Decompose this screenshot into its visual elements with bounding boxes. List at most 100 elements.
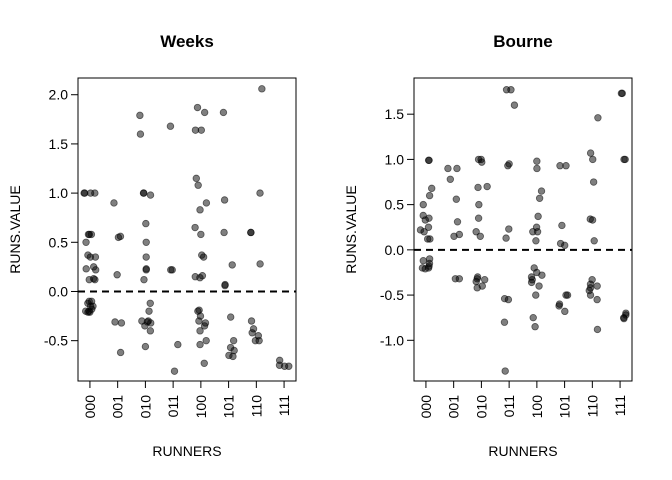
- plot-frame: [413, 77, 633, 382]
- y-tick-label: 0.5: [49, 234, 69, 250]
- y-tick-label: -0.5: [44, 333, 68, 349]
- data-point: [424, 223, 433, 231]
- x-tick-label: 011: [165, 395, 181, 418]
- data-point: [195, 317, 203, 325]
- data-point: [428, 184, 436, 193]
- data-point: [510, 101, 519, 109]
- data-point: [500, 318, 509, 326]
- data-point: [535, 194, 544, 202]
- data-point: [113, 271, 121, 279]
- data-point: [146, 299, 154, 307]
- data-point: [529, 313, 537, 322]
- data-point: [200, 322, 209, 330]
- data-point: [480, 275, 489, 284]
- data-point: [532, 291, 540, 299]
- data-point: [590, 237, 598, 245]
- data-point: [174, 340, 182, 349]
- data-point: [588, 216, 597, 224]
- data-point: [142, 219, 150, 228]
- data-point: [533, 164, 541, 173]
- data-point: [227, 313, 235, 321]
- data-point: [91, 253, 100, 261]
- data-point: [533, 157, 541, 165]
- data-point: [141, 322, 149, 330]
- data-point: [248, 329, 256, 337]
- x-tick-label: 110: [248, 395, 264, 418]
- data-point: [473, 284, 481, 292]
- data-point: [444, 164, 452, 173]
- data-point: [452, 195, 461, 203]
- y-tick-label: 0.5: [385, 197, 405, 213]
- y-tick-label: 1.0: [385, 151, 405, 167]
- data-point: [280, 362, 289, 370]
- x-tick-label: 111: [612, 395, 628, 416]
- chart-title: Bourne: [493, 32, 553, 51]
- y-tick-label: -1.0: [380, 332, 404, 348]
- data-point: [556, 162, 564, 170]
- data-point: [136, 130, 145, 138]
- data-point: [117, 319, 126, 327]
- data-point: [147, 319, 155, 327]
- data-point: [140, 275, 148, 284]
- y-tick-label: 2.0: [49, 87, 69, 103]
- data-point: [141, 342, 150, 351]
- data-point: [170, 367, 179, 375]
- data-point: [167, 266, 175, 274]
- data-point: [472, 277, 480, 286]
- data-point: [196, 340, 204, 349]
- x-tick-label: 011: [501, 395, 517, 418]
- data-point: [86, 189, 95, 197]
- data-point: [220, 228, 228, 237]
- data-point: [534, 212, 542, 221]
- data-point: [593, 295, 601, 304]
- data-point: [529, 228, 537, 236]
- data-point: [476, 232, 484, 240]
- data-point: [87, 230, 96, 239]
- data-point: [247, 317, 256, 325]
- data-point: [191, 126, 200, 134]
- data-point: [142, 253, 150, 261]
- data-point: [202, 199, 211, 207]
- x-tick-label: 010: [137, 395, 153, 419]
- data-point: [450, 232, 458, 240]
- data-point: [593, 282, 601, 290]
- data-point: [191, 223, 199, 232]
- data-point: [555, 302, 563, 310]
- data-point: [111, 318, 119, 326]
- data-point: [255, 336, 263, 345]
- data-point: [196, 327, 204, 335]
- x-tick-label: 001: [110, 395, 126, 419]
- data-point: [219, 108, 228, 117]
- x-tick-label: 010: [473, 395, 489, 419]
- data-point: [535, 282, 543, 290]
- y-tick-label: 0.0: [385, 242, 405, 258]
- data-point: [425, 156, 433, 165]
- data-point: [423, 235, 432, 243]
- data-point: [455, 275, 464, 283]
- data-point: [504, 162, 512, 170]
- data-point: [200, 359, 208, 367]
- y-axis-label: RUNS.VALUE: [7, 185, 23, 273]
- data-point: [193, 103, 202, 112]
- data-point: [561, 307, 569, 316]
- data-point: [425, 191, 434, 200]
- data-point: [225, 351, 233, 360]
- data-point: [562, 291, 570, 299]
- data-point: [589, 155, 597, 164]
- data-point: [197, 230, 205, 239]
- data-point: [561, 241, 569, 250]
- x-tick-label: 100: [193, 395, 209, 419]
- data-point: [256, 260, 264, 268]
- data-point: [537, 187, 546, 195]
- data-point: [620, 314, 628, 323]
- data-point: [82, 265, 90, 273]
- data-point: [194, 181, 202, 189]
- y-tick-label: -0.5: [380, 287, 404, 303]
- data-point: [589, 178, 598, 186]
- data-point: [621, 155, 629, 164]
- data-point: [483, 182, 491, 191]
- data-point: [505, 225, 513, 233]
- data-point: [594, 114, 602, 122]
- data-point: [202, 336, 210, 345]
